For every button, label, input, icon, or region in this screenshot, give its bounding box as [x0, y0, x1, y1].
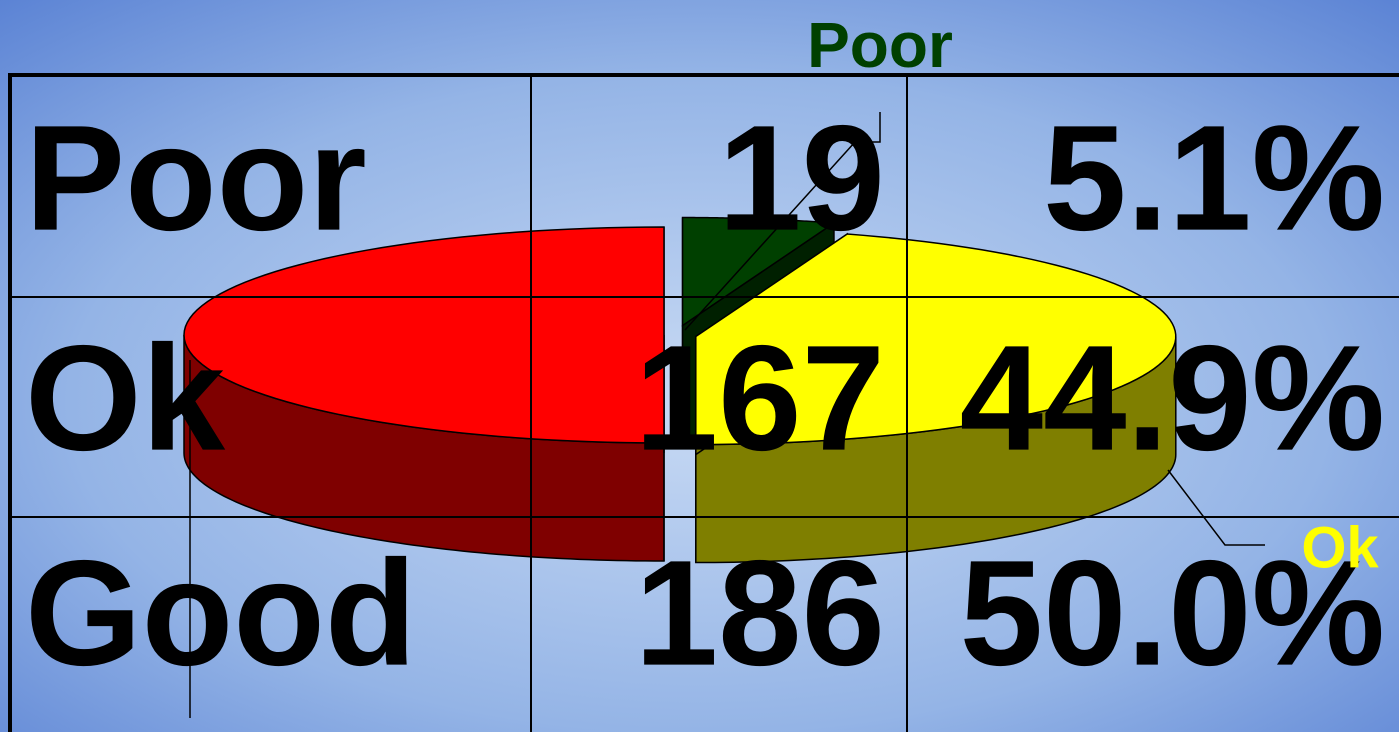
- table-cell: 50.0%: [960, 529, 1385, 697]
- pie-slice: [695, 233, 1177, 446]
- table-cell: Ok: [25, 314, 226, 482]
- table-cell: 167: [635, 314, 885, 482]
- table-cell: Good: [25, 529, 417, 697]
- table-cell: 19: [718, 94, 885, 262]
- leaders: [189, 112, 1265, 718]
- table-cell: 186: [635, 529, 885, 697]
- pie-slice: [183, 226, 665, 444]
- table-border: [8, 73, 1399, 732]
- table-grid: [8, 73, 1399, 732]
- table: Poor 19 5.1% Ok 167 44.9% Good 186 50.0%: [25, 94, 1385, 697]
- pie: [183, 216, 1177, 564]
- pie-slice: [681, 216, 837, 327]
- pie-label: Ok: [1301, 515, 1379, 580]
- leader-line: [1167, 469, 1265, 546]
- leader-line: [684, 112, 881, 331]
- table-cell: Poor: [25, 94, 367, 262]
- table-cell: 5.1%: [1043, 94, 1385, 262]
- table-cell: 44.9%: [960, 314, 1385, 482]
- pie-label: Poor: [807, 9, 953, 81]
